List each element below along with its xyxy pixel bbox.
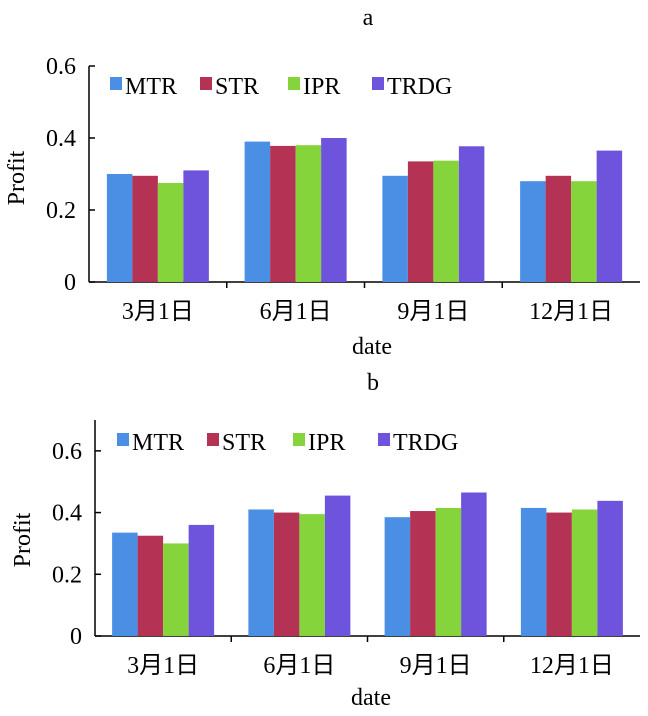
x-tick-label: 12月1日 bbox=[529, 299, 613, 325]
legend-label-trdg: TRDG bbox=[387, 74, 452, 100]
legend-label-mtr: MTR bbox=[125, 74, 177, 100]
bar-str-3 bbox=[545, 175, 572, 282]
bar-ipr-3 bbox=[571, 181, 597, 282]
bar-trdg-1 bbox=[321, 138, 347, 282]
x-tick-label: 12月1日 bbox=[530, 653, 614, 679]
bar-str-0 bbox=[132, 175, 158, 282]
bars-a bbox=[106, 138, 623, 282]
legend-swatch-mtr bbox=[117, 433, 129, 446]
legend-label-ipr: IPR bbox=[308, 430, 345, 456]
x-axis-label-b: date bbox=[351, 685, 391, 711]
bar-str-1 bbox=[270, 145, 296, 282]
x-tick-label: 6月1日 bbox=[260, 299, 332, 325]
bar-ipr-0 bbox=[163, 543, 189, 636]
y-ticks-b: 0 0.2 0.4 0.6 bbox=[52, 439, 101, 650]
legend-label-ipr: IPR bbox=[303, 74, 340, 100]
legend-swatch-trdg bbox=[378, 433, 390, 446]
bar-mtr-2 bbox=[384, 517, 411, 636]
bar-ipr-2 bbox=[435, 507, 462, 636]
bar-str-2 bbox=[410, 511, 436, 636]
legend-b: MTR STR IPR TRDG bbox=[117, 430, 458, 456]
legend-swatch-ipr bbox=[293, 433, 305, 446]
bar-str-1 bbox=[273, 512, 300, 636]
legend-a: MTR STR IPR TRDG bbox=[110, 74, 452, 100]
bar-mtr-3 bbox=[520, 181, 546, 282]
legend-label-str: STR bbox=[215, 74, 259, 100]
bar-mtr-1 bbox=[248, 509, 274, 636]
bar-ipr-2 bbox=[433, 160, 459, 282]
y-tick-label: 0.2 bbox=[46, 198, 76, 224]
bar-mtr-2 bbox=[382, 175, 408, 282]
bar-str-2 bbox=[407, 161, 434, 282]
y-ticks-a: 0 0.2 0.4 0.6 bbox=[46, 54, 95, 296]
y-tick-label: 0.6 bbox=[46, 54, 76, 80]
bar-str-3 bbox=[546, 512, 572, 636]
chart-title-a: a bbox=[363, 5, 374, 31]
bar-mtr-1 bbox=[244, 141, 271, 282]
bar-ipr-3 bbox=[571, 509, 598, 636]
bar-trdg-2 bbox=[458, 146, 485, 282]
legend-label-mtr: MTR bbox=[132, 430, 184, 456]
bar-trdg-0 bbox=[183, 170, 209, 282]
bar-mtr-3 bbox=[520, 507, 547, 636]
x-axis-label-a: date bbox=[352, 334, 392, 360]
bar-mtr-0 bbox=[106, 174, 133, 282]
x-tick-label: 9月1日 bbox=[400, 653, 472, 679]
chart-panel-b: b Profit date 0 0.2 0.4 0.6 3月1日 6月1日 9月1日 12月… bbox=[10, 370, 640, 711]
bar-str-0 bbox=[137, 535, 164, 636]
x-tick-label: 6月1日 bbox=[263, 653, 335, 679]
y-tick-label: 0 bbox=[70, 624, 82, 650]
x-tick-labels-b: 3月1日 6月1日 9月1日 12月1日 bbox=[127, 636, 614, 679]
legend-swatch-trdg bbox=[372, 77, 384, 90]
bars-b bbox=[112, 492, 623, 636]
x-tick-label: 3月1日 bbox=[122, 299, 194, 325]
bar-ipr-0 bbox=[157, 183, 184, 282]
legend-swatch-str bbox=[200, 77, 212, 90]
bar-trdg-0 bbox=[188, 524, 215, 636]
legend-swatch-ipr bbox=[288, 77, 300, 90]
y-axis-label-a: Profit bbox=[4, 150, 30, 205]
chart-panel-a: a Profit date 0 0.2 0.4 0.6 3月1日 6月1日 9月1日 12月… bbox=[4, 5, 640, 360]
chart-title-b: b bbox=[367, 370, 379, 396]
bar-trdg-3 bbox=[597, 500, 623, 636]
bar-trdg-2 bbox=[461, 492, 487, 636]
y-tick-label: 0.4 bbox=[46, 126, 76, 152]
bar-ipr-1 bbox=[295, 145, 322, 282]
legend-swatch-mtr bbox=[110, 77, 122, 90]
y-tick-label: 0.4 bbox=[52, 501, 82, 527]
y-tick-label: 0.6 bbox=[52, 439, 82, 465]
y-tick-label: 0 bbox=[64, 270, 76, 296]
bar-mtr-0 bbox=[112, 532, 138, 636]
bar-ipr-1 bbox=[299, 514, 325, 636]
legend-label-trdg: TRDG bbox=[393, 430, 458, 456]
legend-label-str: STR bbox=[222, 430, 266, 456]
legend-swatch-str bbox=[207, 433, 219, 446]
y-axis-label-b: Profit bbox=[10, 512, 36, 567]
x-tick-label: 3月1日 bbox=[127, 653, 199, 679]
bar-trdg-3 bbox=[596, 150, 623, 282]
bar-trdg-1 bbox=[324, 495, 351, 636]
x-tick-label: 9月1日 bbox=[397, 299, 469, 325]
x-tick-labels-a: 3月1日 6月1日 9月1日 12月1日 bbox=[122, 282, 613, 325]
y-tick-label: 0.2 bbox=[52, 562, 82, 588]
